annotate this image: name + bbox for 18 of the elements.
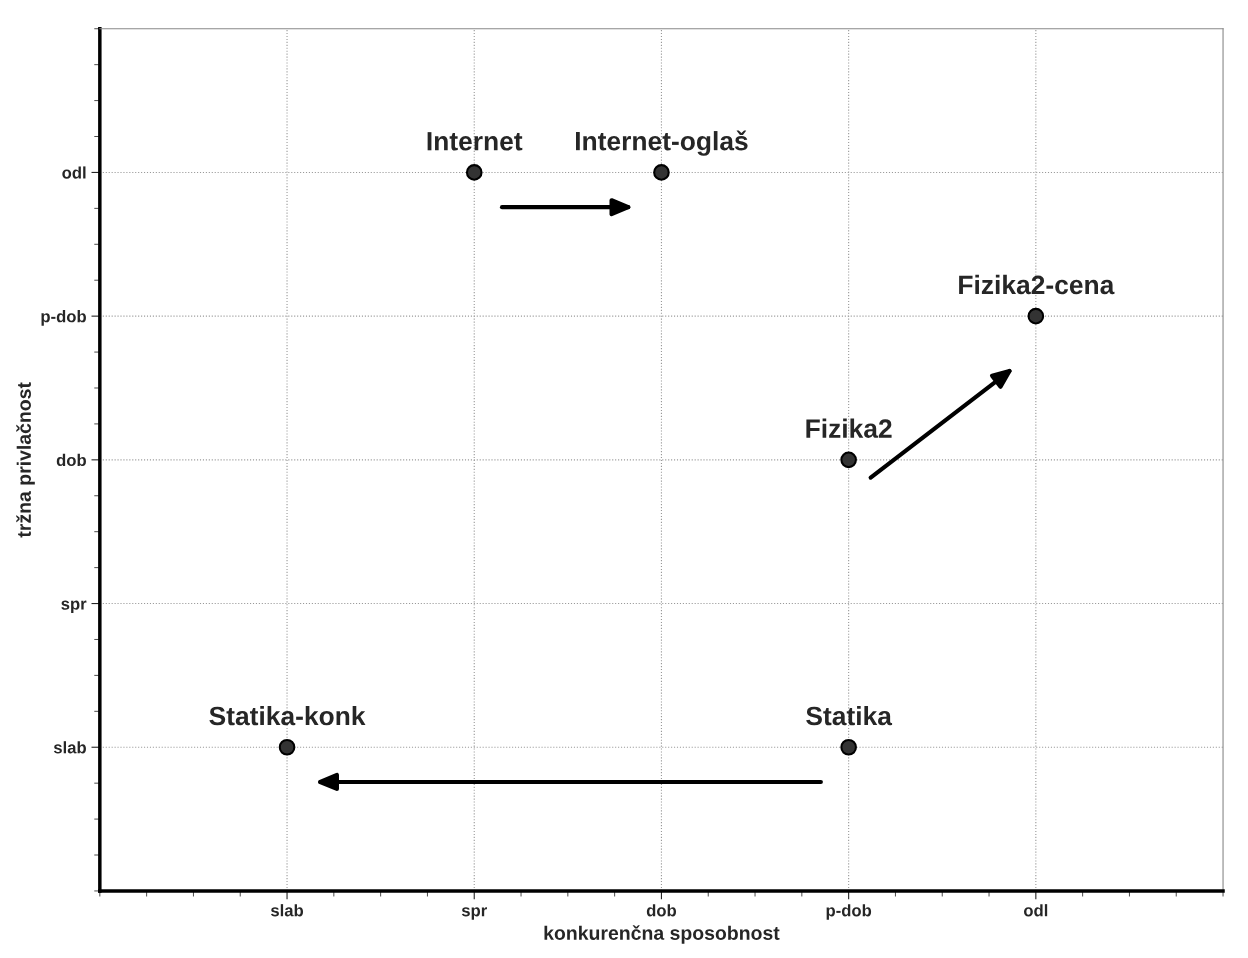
annotation: Fizika2 [806, 418, 892, 438]
x-tick-label: spr [461, 907, 487, 920]
annotation: Internet [427, 132, 523, 151]
x-tick-label: dob [646, 904, 677, 917]
annotation: Fizika2-cena [959, 274, 1115, 295]
x-axis-title: konkurenčna sposobnost [544, 925, 780, 944]
category-label: p-dob [41, 310, 86, 326]
annotation: Statika [806, 705, 893, 726]
y-axis-title: tržna privlačnost [16, 382, 35, 538]
x-tick-label: slab [270, 904, 304, 917]
category-label: slab [53, 741, 86, 754]
annotation: Internet-oglaš [575, 130, 748, 156]
category-label: odl [62, 166, 86, 179]
category-label: spr [61, 600, 87, 614]
x-tick-label: odl [1024, 904, 1048, 917]
category-label: dob [56, 453, 86, 467]
annotation: Statika-konk [209, 705, 366, 726]
x-tick-label: p-dob [826, 904, 872, 920]
